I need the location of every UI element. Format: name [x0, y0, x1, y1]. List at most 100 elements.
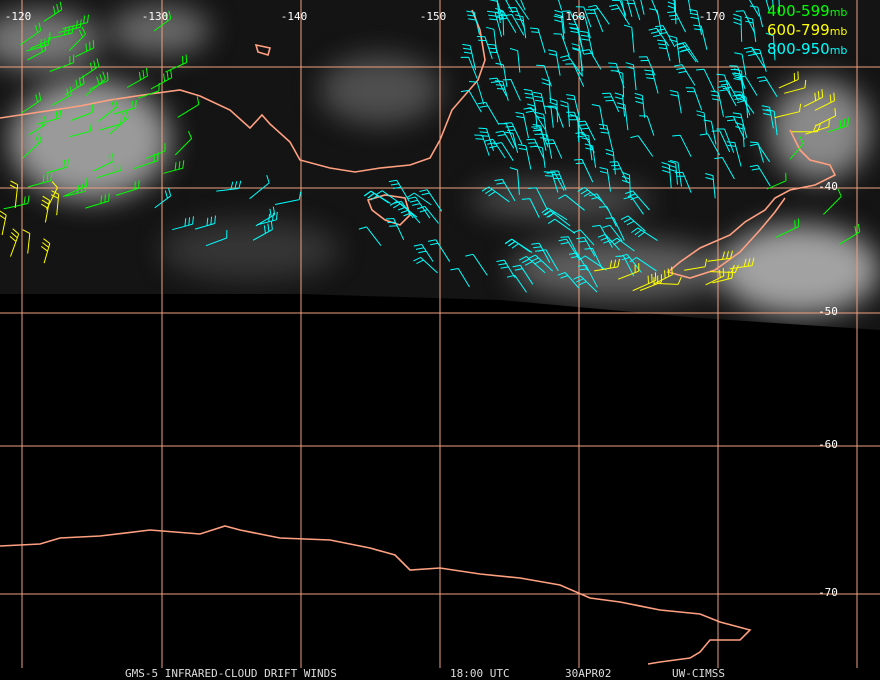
footer-text: 18:00 UTC	[450, 667, 510, 680]
wind-barb	[803, 89, 824, 108]
wind-barb	[497, 0, 514, 14]
wind-barb	[79, 58, 100, 80]
wind-barb	[729, 65, 746, 90]
wind-barb	[748, 0, 760, 17]
latitude-label: -40	[818, 180, 838, 193]
wind-barb	[612, 0, 627, 16]
wind-barb	[108, 110, 129, 135]
wind-barb	[560, 55, 583, 77]
wind-barb	[577, 120, 596, 141]
wind-barb	[765, 32, 776, 61]
wind-barb	[543, 105, 554, 128]
wind-barb	[705, 173, 716, 199]
wind-barb	[640, 0, 645, 15]
wind-barb	[617, 102, 629, 131]
wind-barb	[547, 105, 564, 128]
wind-barb	[589, 193, 610, 211]
wind-barb	[9, 180, 19, 208]
wind-barb	[761, 105, 774, 129]
wind-barb	[530, 27, 546, 54]
wind-barb	[784, 79, 807, 94]
wind-barb	[21, 92, 42, 114]
wind-barb	[75, 39, 95, 58]
wind-barb	[632, 272, 657, 292]
wind-barb	[469, 81, 485, 105]
wind-barb	[674, 64, 696, 86]
wind-barb	[558, 194, 585, 211]
wind-barb	[602, 92, 620, 113]
wind-barb	[256, 211, 278, 226]
wind-barb	[669, 90, 682, 114]
wind-barb	[566, 111, 584, 136]
wind-barb	[527, 103, 538, 128]
wind-barb	[518, 255, 546, 274]
wind-barb	[20, 22, 42, 46]
wind-barb	[756, 76, 778, 97]
latitude-label: -60	[818, 438, 838, 451]
wind-barb	[545, 139, 563, 159]
wind-barb	[733, 13, 743, 42]
wind-barb	[749, 143, 771, 163]
wind-barb	[495, 130, 515, 149]
wind-barb	[560, 236, 579, 257]
wind-barb	[27, 42, 47, 61]
wind-barb	[465, 253, 488, 276]
longitude-label: -140	[281, 10, 308, 23]
wind-barb	[533, 91, 547, 115]
wind-barb	[96, 162, 123, 179]
wind-barb	[703, 119, 717, 145]
wind-barb	[543, 171, 559, 193]
wind-barb	[505, 238, 533, 254]
wind-barb	[172, 216, 194, 231]
wind-barb	[667, 11, 687, 33]
wind-barb	[774, 103, 802, 119]
wind-barb	[503, 14, 525, 36]
wind-barb	[625, 0, 641, 21]
wind-barb	[734, 52, 747, 76]
wind-barb	[625, 62, 637, 91]
wind-barb	[515, 112, 529, 139]
wind-barb	[388, 179, 410, 202]
wind-barb	[477, 101, 500, 125]
wind-barb	[571, 43, 584, 72]
wind-barb	[462, 43, 477, 71]
wind-barb	[68, 123, 92, 138]
footer-text: 30APR02	[565, 667, 611, 680]
wind-barb	[576, 237, 596, 257]
wind-barb	[52, 86, 72, 106]
wind-barb	[609, 4, 630, 26]
legend-range: 800-950	[767, 40, 830, 58]
wind-barb	[667, 160, 678, 185]
wind-barb	[816, 107, 837, 126]
wind-barb	[0, 210, 7, 236]
wind-barb	[670, 160, 682, 187]
wind-barb	[699, 133, 720, 156]
wind-barb	[407, 196, 431, 219]
wind-barb	[707, 250, 733, 262]
wind-barb	[550, 170, 567, 191]
wind-barb	[733, 91, 751, 116]
wind-barb	[153, 10, 172, 32]
wind-barb	[115, 180, 140, 196]
wind-barb	[560, 100, 570, 127]
wind-barb	[630, 135, 654, 157]
wind-barb	[358, 226, 382, 246]
wind-barb	[717, 85, 737, 107]
wind-barb	[621, 171, 631, 198]
longitude-label: -150	[420, 10, 447, 23]
wind-barb	[653, 266, 673, 285]
legend-entry: 800-950mb	[767, 40, 847, 58]
wind-barb	[531, 242, 551, 263]
wind-barb	[46, 158, 69, 174]
longitude-labels: -120 -130 -140 -150 -160 -170	[5, 10, 726, 23]
wind-barb	[689, 9, 703, 36]
footer-text: GMS-5 INFRARED-CLOUD DRIFT WINDS	[125, 667, 337, 680]
wind-barb	[657, 276, 682, 285]
wind-barb	[684, 258, 708, 271]
wind-barb	[50, 190, 60, 216]
wind-barb	[98, 98, 118, 122]
wind-barb	[398, 206, 421, 224]
wind-barb	[194, 215, 216, 230]
wind-barb	[489, 77, 507, 97]
